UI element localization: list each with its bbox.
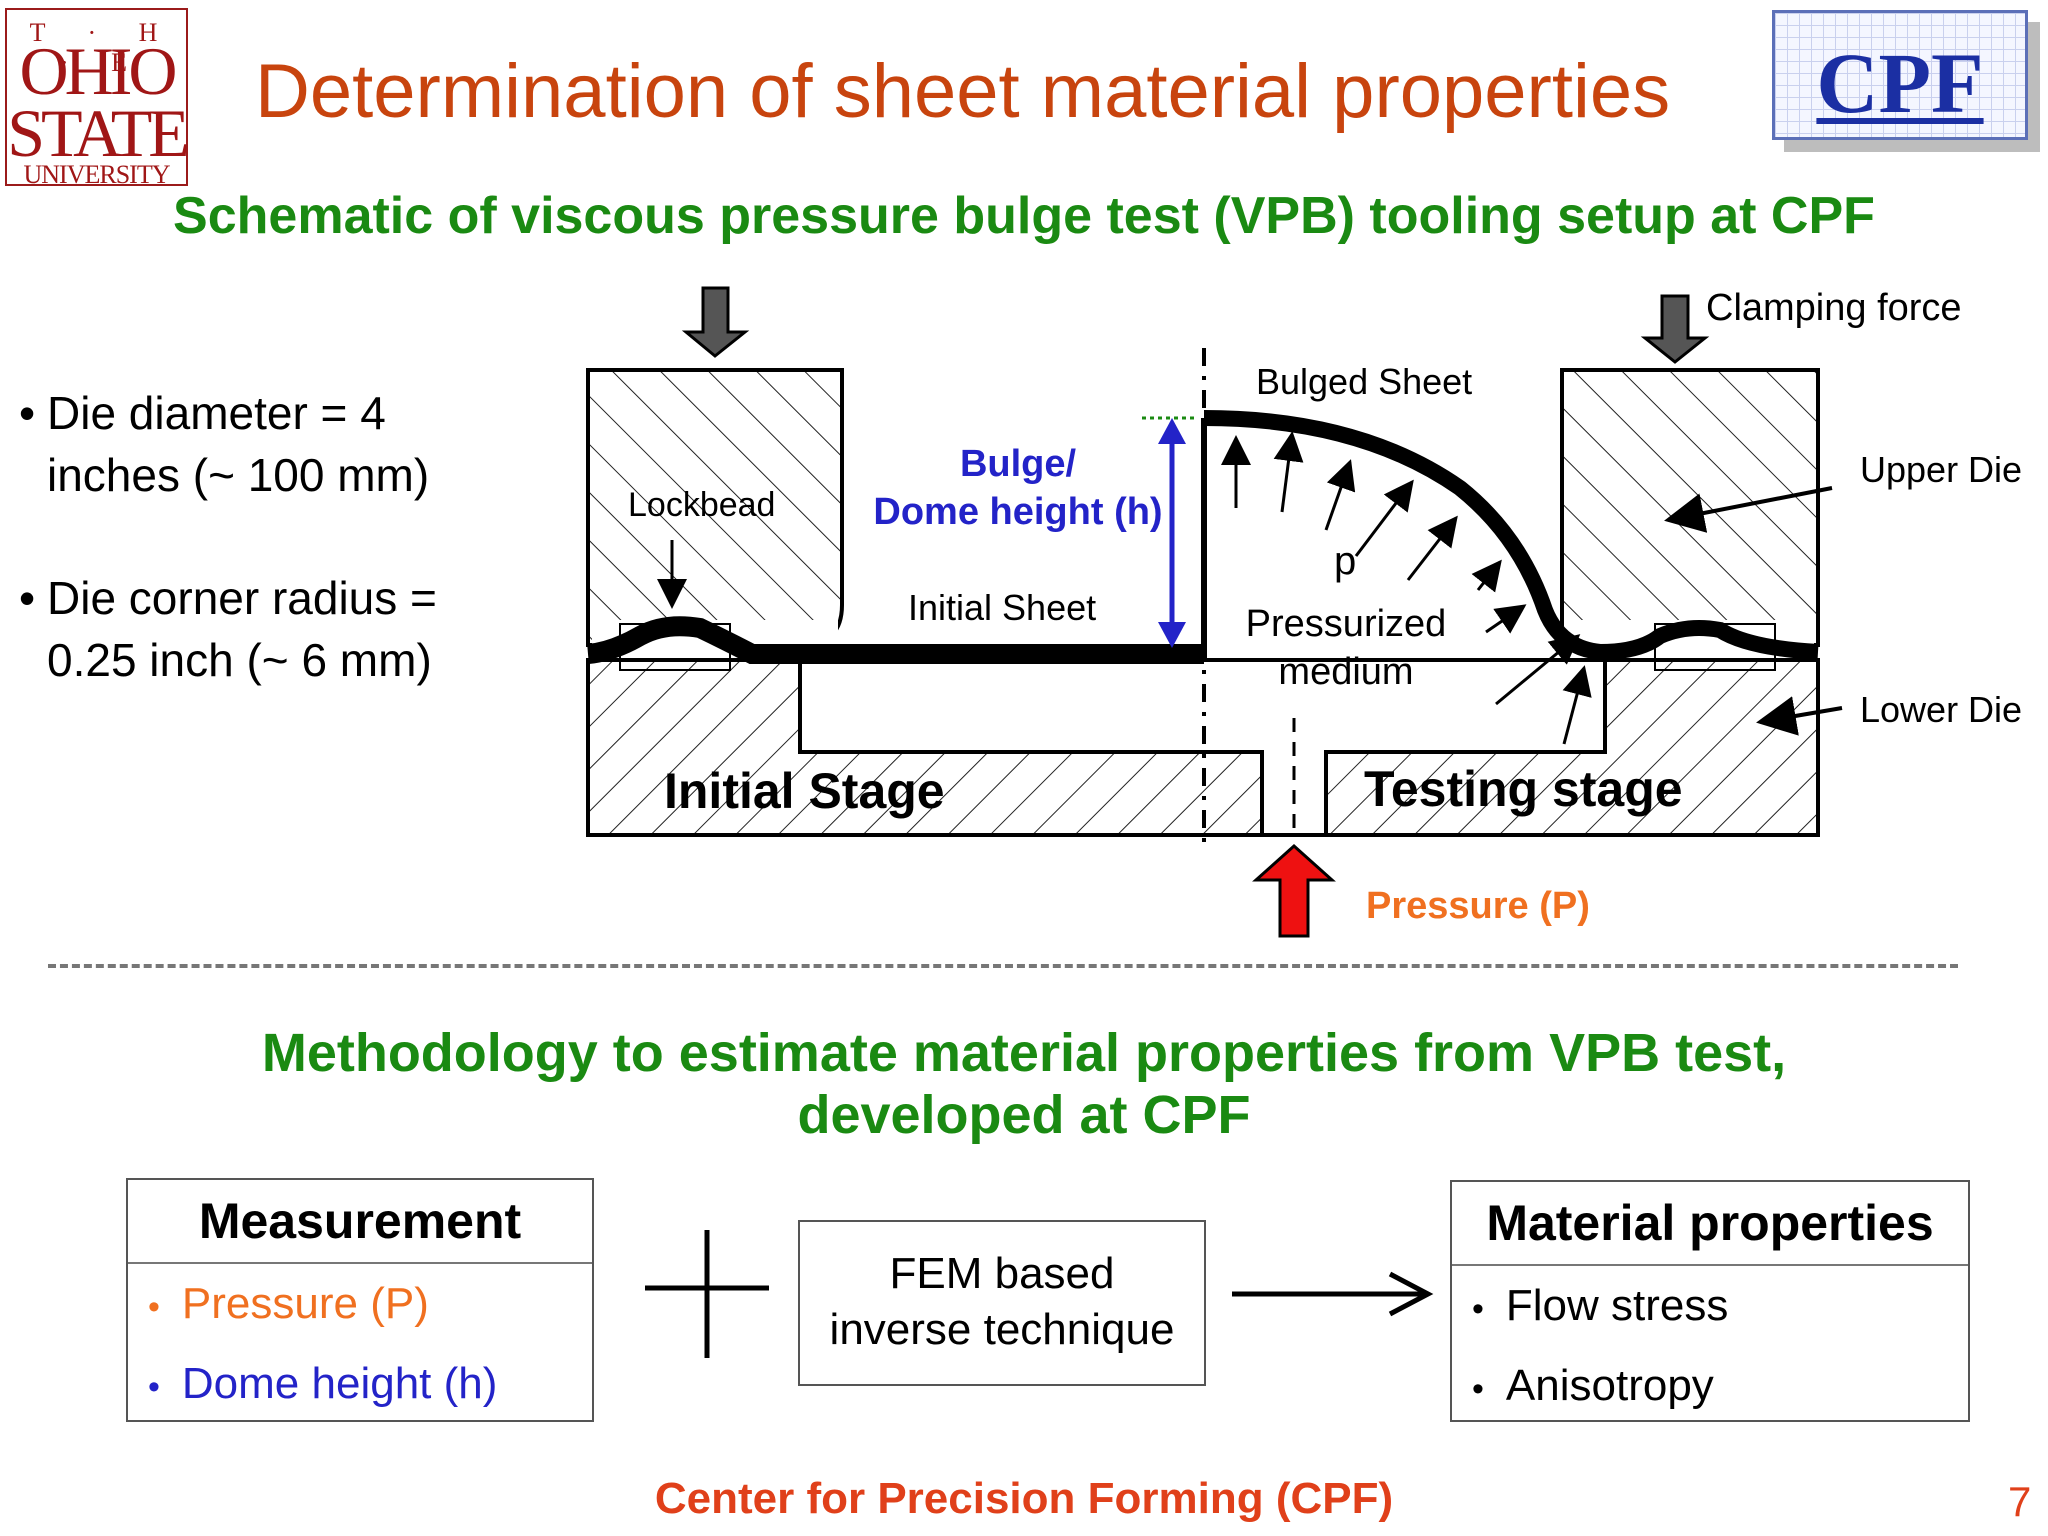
upper-die-right (1560, 368, 1820, 647)
label-p: p (1334, 539, 1356, 583)
material-properties-box: Material properties • Flow stress • Anisot… (1450, 1180, 1970, 1422)
slide-subtitle: Schematic of viscous pressure bulge test… (173, 187, 1875, 245)
label-bulge: Bulge/ (960, 443, 1077, 485)
fem-line1: FEM based (889, 1249, 1115, 1298)
methodology-title-line1: Methodology to estimate material propert… (261, 1023, 1787, 1083)
material-item-text: Anisotropy (1505, 1361, 1714, 1410)
measurement-item-text: Dome height (h) (181, 1359, 498, 1408)
label-lockbead: Lockbead (628, 486, 775, 524)
spec-bullet-corner-radius: • Die corner radius = 0.25 inch (~ 6 mm) (19, 567, 507, 691)
label-bulged-sheet: Bulged Sheet (1256, 361, 1472, 402)
fem-line2: inverse technique (829, 1305, 1175, 1354)
label-pressure: Pressure (P) (1366, 885, 1590, 927)
spec-text: Die corner radius = 0.25 inch (~ 6 mm) (47, 572, 437, 686)
label-testing-stage: Testing stage (1364, 761, 1683, 817)
measurement-header: Measurement (128, 1180, 592, 1264)
pressure-arrow-icon (1252, 843, 1336, 938)
initial-sheet (586, 616, 1204, 664)
cpf-logo: CPF (1772, 10, 2028, 140)
slide-title: Determination of sheet material properti… (255, 49, 1671, 134)
label-lower-die: Lower Die (1860, 689, 2022, 730)
label-upper-die: Upper Die (1860, 449, 2022, 490)
material-header: Material properties (1452, 1182, 1968, 1266)
page-number: 7 (2008, 1478, 2032, 1525)
label-clamping-force: Clamping force (1706, 287, 1962, 329)
label-pressurized: Pressurized (1246, 603, 1447, 645)
logo-university: UNIVERSITY (23, 160, 171, 189)
bullet-dot: • (19, 387, 36, 439)
bullet-dot: • (19, 572, 36, 624)
logo-the: T · H · E (29, 18, 176, 77)
logo-state: STATE (7, 95, 190, 171)
fem-box: FEM based inverse technique (798, 1220, 1206, 1386)
right-arrow-icon (1232, 1271, 1434, 1317)
label-dome-height: Dome height (h) (873, 491, 1162, 533)
plus-icon (645, 1230, 769, 1358)
measurement-item-dome-height: • Dome height (h) (148, 1359, 498, 1408)
cpf-logo-text: CPF (1816, 35, 1984, 131)
label-initial-sheet: Initial Sheet (908, 587, 1096, 628)
methodology-title-line2: developed at CPF (797, 1085, 1251, 1145)
material-item-text: Flow stress (1505, 1281, 1729, 1330)
logo-ohio: OHIO (19, 33, 178, 109)
measurement-item-text: Pressure (P) (181, 1279, 429, 1328)
spec-bullet-die-diameter: • Die diameter = 4 inches (~ 100 mm) (19, 382, 507, 506)
clamping-arrow-right (1640, 294, 1710, 364)
vpb-tooling-diagram: Clamping force Bulged Sheet Upper Die Lo… (586, 286, 2022, 938)
measurement-item-pressure: • Pressure (P) (148, 1279, 429, 1328)
section-divider (48, 964, 1958, 968)
material-item-flow-stress: • Flow stress (1472, 1281, 1729, 1330)
label-initial-stage: Initial Stage (664, 763, 945, 819)
spec-text: Die diameter = 4 inches (~ 100 mm) (47, 387, 430, 501)
methodology-title: Methodology to estimate material propert… (0, 1022, 2048, 1146)
material-item-anisotropy: • Anisotropy (1472, 1361, 1714, 1410)
ohio-state-logo: T · H · E OHIO STATE UNIVERSITY (5, 8, 190, 189)
measurement-box: Measurement • Pressure (P) • Dome height (… (126, 1178, 594, 1422)
footer-text: Center for Precision Forming (CPF) (654, 1474, 1394, 1523)
label-medium: medium (1278, 651, 1413, 693)
clamping-arrow-left (681, 286, 750, 358)
